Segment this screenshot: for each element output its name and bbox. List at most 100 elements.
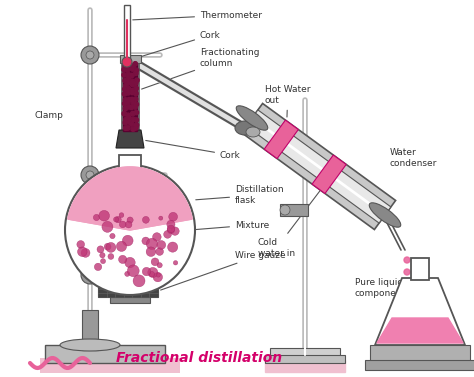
Polygon shape (120, 280, 140, 295)
Circle shape (119, 213, 124, 218)
Circle shape (100, 259, 106, 264)
Polygon shape (246, 110, 391, 223)
Bar (280, 142, 308, 154)
Wedge shape (68, 167, 192, 230)
Circle shape (81, 248, 90, 257)
Circle shape (134, 118, 138, 122)
Circle shape (126, 72, 130, 77)
Circle shape (126, 76, 130, 81)
Circle shape (133, 61, 137, 66)
Circle shape (77, 241, 84, 248)
Circle shape (131, 127, 136, 131)
Circle shape (126, 63, 130, 67)
Circle shape (127, 116, 131, 120)
Circle shape (102, 221, 113, 232)
Bar (365, 360, 474, 370)
Circle shape (122, 235, 133, 246)
Text: Thermometer: Thermometer (133, 11, 262, 20)
Circle shape (134, 123, 139, 127)
Circle shape (114, 217, 119, 222)
Circle shape (171, 227, 179, 235)
Circle shape (126, 81, 131, 85)
Polygon shape (123, 284, 137, 295)
Bar (265, 355, 345, 363)
Ellipse shape (246, 127, 260, 137)
Circle shape (126, 101, 130, 105)
Circle shape (157, 241, 166, 249)
Circle shape (126, 86, 130, 90)
Polygon shape (116, 130, 144, 148)
Bar (82, 310, 98, 350)
Circle shape (123, 78, 128, 83)
Circle shape (127, 217, 133, 223)
Circle shape (173, 261, 178, 265)
Bar (265, 360, 345, 372)
Text: Wire gauze: Wire gauze (161, 250, 286, 290)
Text: Mixture: Mixture (193, 221, 269, 230)
Text: Water
condenser: Water condenser (390, 148, 438, 168)
Circle shape (122, 112, 127, 116)
Circle shape (142, 237, 150, 245)
Circle shape (115, 216, 121, 223)
Circle shape (134, 91, 138, 96)
Circle shape (404, 257, 410, 263)
Circle shape (167, 226, 175, 234)
Circle shape (122, 101, 127, 106)
Polygon shape (264, 120, 298, 159)
Circle shape (125, 221, 132, 228)
Circle shape (126, 91, 130, 95)
Circle shape (404, 269, 410, 275)
Circle shape (125, 271, 130, 276)
Circle shape (134, 126, 138, 130)
Circle shape (100, 253, 105, 258)
Circle shape (122, 67, 126, 72)
Text: Cold
water in: Cold water in (258, 167, 338, 258)
Circle shape (159, 216, 163, 220)
Circle shape (122, 73, 126, 77)
Circle shape (169, 212, 178, 221)
Circle shape (130, 90, 135, 95)
Circle shape (133, 275, 145, 287)
Circle shape (134, 102, 138, 107)
Circle shape (404, 281, 410, 287)
Ellipse shape (369, 203, 401, 227)
Circle shape (110, 233, 115, 239)
Circle shape (164, 230, 172, 238)
Text: Cork: Cork (133, 31, 221, 59)
Circle shape (118, 255, 127, 264)
Circle shape (108, 254, 114, 259)
Circle shape (156, 248, 164, 255)
Circle shape (146, 238, 157, 250)
Circle shape (280, 143, 290, 153)
Circle shape (126, 67, 130, 72)
Circle shape (94, 263, 102, 271)
Polygon shape (128, 57, 247, 132)
Text: Fractionating
column: Fractionating column (142, 48, 259, 89)
Circle shape (167, 225, 175, 233)
Circle shape (134, 71, 138, 75)
Circle shape (130, 89, 135, 93)
Circle shape (153, 233, 161, 241)
Circle shape (97, 246, 104, 253)
Text: Distillation
flask: Distillation flask (196, 185, 283, 205)
Circle shape (86, 171, 94, 179)
Polygon shape (375, 278, 465, 345)
Wedge shape (68, 167, 192, 230)
Circle shape (86, 51, 94, 59)
Circle shape (157, 263, 162, 268)
Circle shape (124, 84, 128, 88)
Circle shape (130, 112, 135, 116)
Circle shape (156, 273, 160, 277)
Circle shape (93, 215, 100, 221)
Circle shape (124, 118, 128, 122)
Circle shape (119, 221, 126, 228)
Circle shape (86, 271, 94, 279)
Bar (120, 55, 141, 63)
Circle shape (123, 64, 128, 68)
Text: Cork: Cork (146, 141, 241, 159)
Circle shape (78, 247, 87, 256)
Circle shape (130, 79, 134, 83)
Bar (40, 358, 180, 373)
Circle shape (146, 247, 156, 256)
Circle shape (128, 265, 139, 277)
